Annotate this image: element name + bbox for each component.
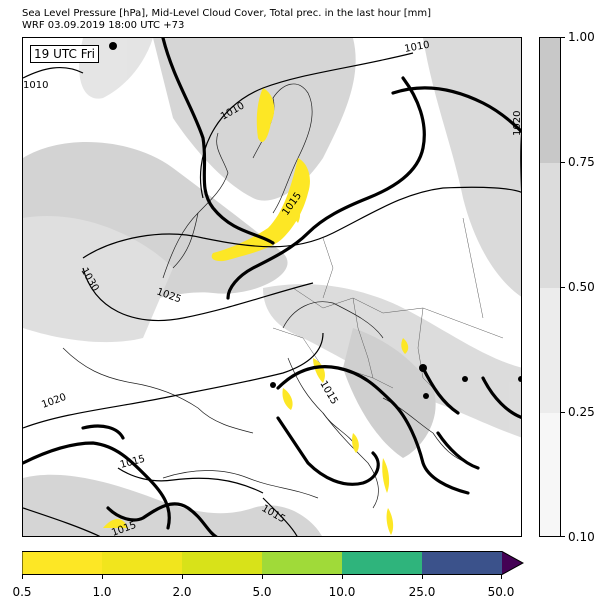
cloud-bar-segment — [540, 38, 560, 163]
precip-tick — [262, 575, 263, 579]
isobar-label: 1010 — [404, 40, 431, 55]
isobars-thin — [23, 52, 521, 536]
precip-bar-segment — [22, 551, 102, 575]
precipitation-colorbar — [22, 551, 524, 575]
precip-bar-segment — [342, 551, 422, 575]
map-panel: 1010 1010 1010 1015 1025 1030 1020 1015 … — [22, 37, 522, 537]
precip-tick — [102, 575, 103, 579]
precip-bar-segment — [422, 551, 502, 575]
pressure-centers — [109, 42, 521, 399]
isobar-label: 1010 — [23, 80, 48, 91]
cloud-tick — [561, 162, 565, 163]
precip-tick-label: 0.5 — [12, 585, 32, 599]
cloud-bar-segment — [540, 288, 560, 413]
precip-tick-label: 2.0 — [172, 585, 192, 599]
precip-bar-segment — [262, 551, 342, 575]
precip-bar-extend-arrow — [502, 551, 523, 575]
isobar-labels: 1010 1010 1010 1015 1025 1030 1020 1015 … — [23, 40, 522, 536]
precip-tick-label: 5.0 — [252, 585, 272, 599]
precip-tick-label: 10.0 — [328, 585, 356, 599]
precip-tick-label: 50.0 — [487, 585, 515, 599]
precipitation-layer — [103, 88, 409, 535]
cloud-tick-label: 0.25 — [568, 405, 595, 419]
precip-tick — [422, 575, 423, 579]
cloud-tick — [561, 37, 565, 38]
isobar-label: 1020 — [512, 111, 522, 136]
isobar-label: 1020 — [40, 392, 68, 411]
precip-bar-segment — [102, 551, 182, 575]
cloud-tick — [561, 536, 565, 537]
weather-map: 1010 1010 1010 1015 1025 1030 1020 1015 … — [23, 38, 522, 536]
cloud-tick — [561, 412, 565, 413]
cloud-cover-layer — [23, 38, 521, 536]
precip-tick-label: 25.0 — [408, 585, 436, 599]
cloud-tick-label: 1.00 — [568, 30, 595, 44]
isobar-label: 1015 — [317, 379, 339, 407]
cloud-tick-label: 0.75 — [568, 155, 595, 169]
cloud-tick-label: 0.50 — [568, 280, 595, 294]
cloud-bar-segment — [540, 413, 560, 536]
chart-title: Sea Level Pressure [hPa], Mid-Level Clou… — [22, 8, 432, 19]
precip-tick — [22, 575, 23, 579]
precip-tick-label: 1.0 — [92, 585, 112, 599]
isobars-thick — [23, 38, 521, 536]
valid-time-label: 19 UTC Fri — [30, 45, 99, 63]
precip-tick — [182, 575, 183, 579]
precip-bar-segment — [182, 551, 262, 575]
cloud-tick-label: 0.10 — [568, 530, 595, 544]
cloud-bar-segment — [540, 163, 560, 288]
cloud-tick — [561, 287, 565, 288]
cloud-cover-colorbar — [539, 37, 561, 537]
chart-subtitle: WRF 03.09.2019 18:00 UTC +73 — [22, 20, 185, 31]
precip-tick — [501, 575, 502, 579]
precip-tick — [342, 575, 343, 579]
